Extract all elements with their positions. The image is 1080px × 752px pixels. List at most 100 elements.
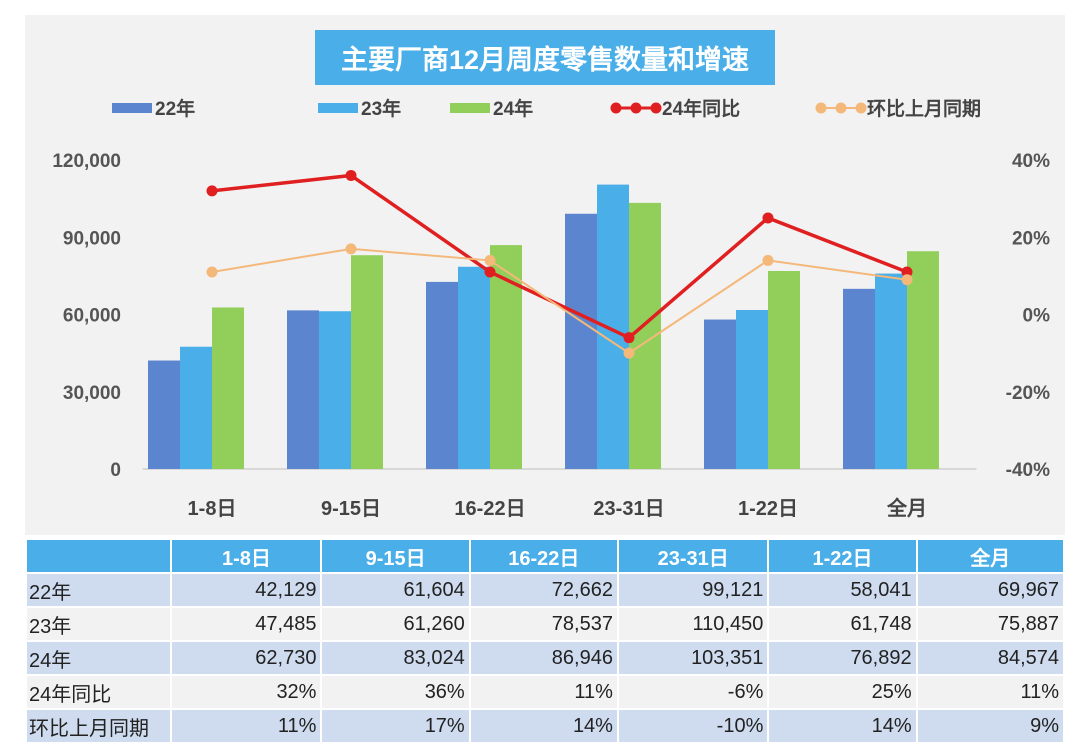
line-环比上月同期 bbox=[211, 247, 908, 355]
table-row: 24年 62,730 83,024 86,946 103,351 76,892 84,574 bbox=[24, 640, 1066, 676]
table-cell: 42,129 bbox=[170, 572, 323, 608]
table-cell: 14% bbox=[767, 708, 918, 744]
x-tick-label: 1-8日 bbox=[188, 498, 237, 520]
table-header-row: 1-8日 9-15日 16-22日 23-31日 1-22日 全月 bbox=[24, 538, 1066, 574]
legend-marker bbox=[835, 102, 847, 114]
table-cell: 72,662 bbox=[468, 572, 619, 608]
bar-22年 bbox=[565, 213, 597, 469]
bar-24年 bbox=[768, 271, 800, 469]
table-cell: 78,537 bbox=[468, 606, 619, 642]
table-cell: 61,604 bbox=[320, 572, 471, 608]
row-label: 24年同比 bbox=[24, 674, 173, 710]
column-header: 16-22日 bbox=[468, 538, 619, 574]
right-tick-label: 40% bbox=[1012, 151, 1050, 172]
bar-22年 bbox=[148, 360, 180, 469]
point-环比上月同期 bbox=[623, 347, 635, 359]
table-cell: 75,887 bbox=[915, 606, 1066, 642]
legend-swatch bbox=[318, 103, 358, 113]
point-环比上月同期 bbox=[345, 243, 357, 255]
bar-24年 bbox=[212, 307, 244, 469]
point-环比上月同期 bbox=[484, 254, 496, 266]
point-环比上月同期 bbox=[206, 266, 218, 278]
chart-svg: 0 30,000 60,000 90,000 120,000 -40% -20% 0% 20% 4… bbox=[52, 97, 1051, 520]
right-tick-label: -20% bbox=[1006, 383, 1050, 404]
table-cell: 32% bbox=[170, 674, 323, 710]
table-cell: 69,967 bbox=[915, 572, 1066, 608]
table-cell: 17% bbox=[320, 708, 471, 744]
table-cell: 103,351 bbox=[616, 640, 770, 676]
bar-24年 bbox=[490, 245, 522, 469]
table-row: 环比上月同期 11% 17% 14% -10% 14% 9% bbox=[24, 708, 1066, 744]
left-tick-label: 0 bbox=[110, 460, 121, 481]
column-header: 1-8日 bbox=[170, 538, 323, 574]
right-tick-label: 20% bbox=[1012, 228, 1050, 249]
table-cell: 61,748 bbox=[767, 606, 918, 642]
legend-marker bbox=[630, 102, 642, 114]
bar-23年 bbox=[597, 184, 629, 469]
bar-24年 bbox=[907, 251, 939, 469]
column-header bbox=[24, 538, 173, 574]
left-tick-label: 120,000 bbox=[52, 151, 121, 172]
table-cell: 84,574 bbox=[915, 640, 1066, 676]
table-row: 22年 42,129 61,604 72,662 99,121 58,041 69,967 bbox=[24, 572, 1066, 608]
legend-marker bbox=[815, 102, 827, 114]
table-cell: -10% bbox=[616, 708, 770, 744]
legend-label: 环比上月同期 bbox=[867, 98, 981, 120]
table-cell: 9% bbox=[915, 708, 1066, 744]
table-cell: -6% bbox=[616, 674, 770, 710]
table-cell: 47,485 bbox=[170, 606, 323, 642]
x-tick-label: 23-31日 bbox=[593, 498, 664, 520]
bar-23年 bbox=[736, 309, 768, 469]
bar-23年 bbox=[180, 346, 212, 469]
point-环比上月同期 bbox=[901, 274, 913, 286]
bar-22年 bbox=[843, 288, 875, 469]
row-label: 环比上月同期 bbox=[24, 708, 173, 744]
column-header: 1-22日 bbox=[767, 538, 918, 574]
x-tick-label: 1-22日 bbox=[738, 498, 798, 520]
table-cell: 11% bbox=[468, 674, 619, 710]
bar-24年 bbox=[351, 255, 383, 469]
x-tick-label: 全月 bbox=[886, 496, 927, 520]
left-tick-label: 90,000 bbox=[63, 228, 121, 249]
legend-label: 24年同比 bbox=[662, 97, 740, 120]
table-cell: 99,121 bbox=[616, 572, 770, 608]
bar-23年 bbox=[875, 273, 907, 469]
row-label: 23年 bbox=[24, 606, 173, 642]
bar-22年 bbox=[287, 310, 319, 469]
bar-22年 bbox=[704, 319, 736, 469]
table-cell: 61,260 bbox=[320, 606, 471, 642]
table-cell: 76,892 bbox=[767, 640, 918, 676]
x-tick-label: 9-15日 bbox=[321, 498, 381, 520]
chart-title: 主要厂商12月周度零售数量和增速 bbox=[315, 30, 775, 85]
table-cell: 86,946 bbox=[468, 640, 619, 676]
column-header: 23-31日 bbox=[616, 538, 770, 574]
point-24年同比 bbox=[206, 185, 218, 197]
legend-marker bbox=[855, 102, 867, 114]
bar-23年 bbox=[319, 311, 351, 469]
table-cell: 62,730 bbox=[170, 640, 323, 676]
x-tick-label: 16-22日 bbox=[454, 498, 525, 520]
right-tick-label: -40% bbox=[1006, 460, 1050, 481]
legend-marker bbox=[650, 102, 662, 114]
table-cell: 25% bbox=[767, 674, 918, 710]
column-header: 9-15日 bbox=[320, 538, 471, 574]
data-table: 1-8日 9-15日 16-22日 23-31日 1-22日 全月 22年 42,129 61,… bbox=[24, 538, 1066, 744]
row-label: 24年 bbox=[24, 640, 173, 676]
table-cell: 14% bbox=[468, 708, 619, 744]
legend-swatch bbox=[112, 103, 152, 113]
point-24年同比 bbox=[484, 266, 496, 278]
legend-label: 24年 bbox=[493, 97, 533, 120]
table-row: 23年 47,485 61,260 78,537 110,450 61,748 75,887 bbox=[24, 606, 1066, 642]
table-cell: 58,041 bbox=[767, 572, 918, 608]
left-tick-label: 30,000 bbox=[63, 383, 121, 404]
point-环比上月同期 bbox=[762, 254, 774, 266]
table-cell: 11% bbox=[915, 674, 1066, 710]
bar-22年 bbox=[426, 281, 458, 469]
point-24年同比 bbox=[345, 169, 357, 181]
table-cell: 83,024 bbox=[320, 640, 471, 676]
bar-23年 bbox=[458, 266, 490, 469]
column-header: 全月 bbox=[915, 538, 1066, 574]
table-cell: 11% bbox=[170, 708, 323, 744]
right-tick-label: 0% bbox=[1023, 306, 1051, 327]
legend-swatch bbox=[450, 103, 490, 113]
